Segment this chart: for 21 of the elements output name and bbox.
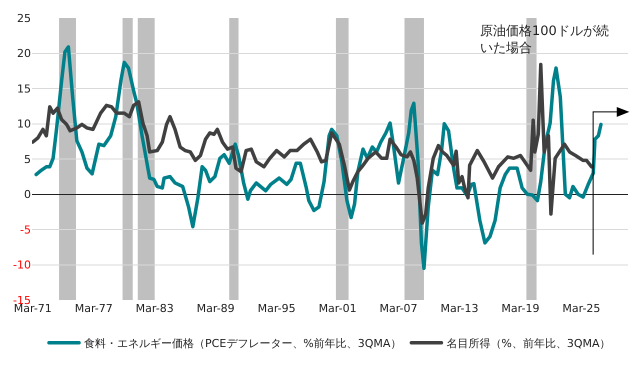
x-tick-label: Mar-95 xyxy=(258,302,296,315)
x-tick-label: Mar-01 xyxy=(318,302,357,315)
y-tick-label: 15 xyxy=(17,82,31,96)
x-tick-label: Mar-19 xyxy=(501,302,540,315)
y-tick-label: 5 xyxy=(24,152,31,166)
x-tick-label: Mar-25 xyxy=(562,302,600,315)
legend-label: 名目所得（%、前年比、3QMA） xyxy=(446,336,611,350)
legend-label: 食料・エネルギー価格（PCEデフレーター、%前年比、3QMA） xyxy=(84,336,402,350)
y-tick-label: 25 xyxy=(17,12,31,25)
x-tick-label: Mar-13 xyxy=(440,302,479,315)
y-tick-label: 0 xyxy=(24,188,31,202)
x-tick-label: Mar-07 xyxy=(380,302,418,315)
x-tick-label: Mar-89 xyxy=(196,302,235,315)
x-tick-label: Mar-83 xyxy=(136,302,174,315)
y-tick-label: 10 xyxy=(17,118,31,131)
y-tick-label: -5 xyxy=(20,223,31,236)
annotation: 原油価格100ドルが続いた場合 xyxy=(480,24,609,56)
x-tick-label: Mar-77 xyxy=(74,302,113,315)
y-tick-label: 20 xyxy=(17,47,31,60)
line-series xyxy=(32,62,594,225)
y-tick-label: -10 xyxy=(13,258,31,272)
